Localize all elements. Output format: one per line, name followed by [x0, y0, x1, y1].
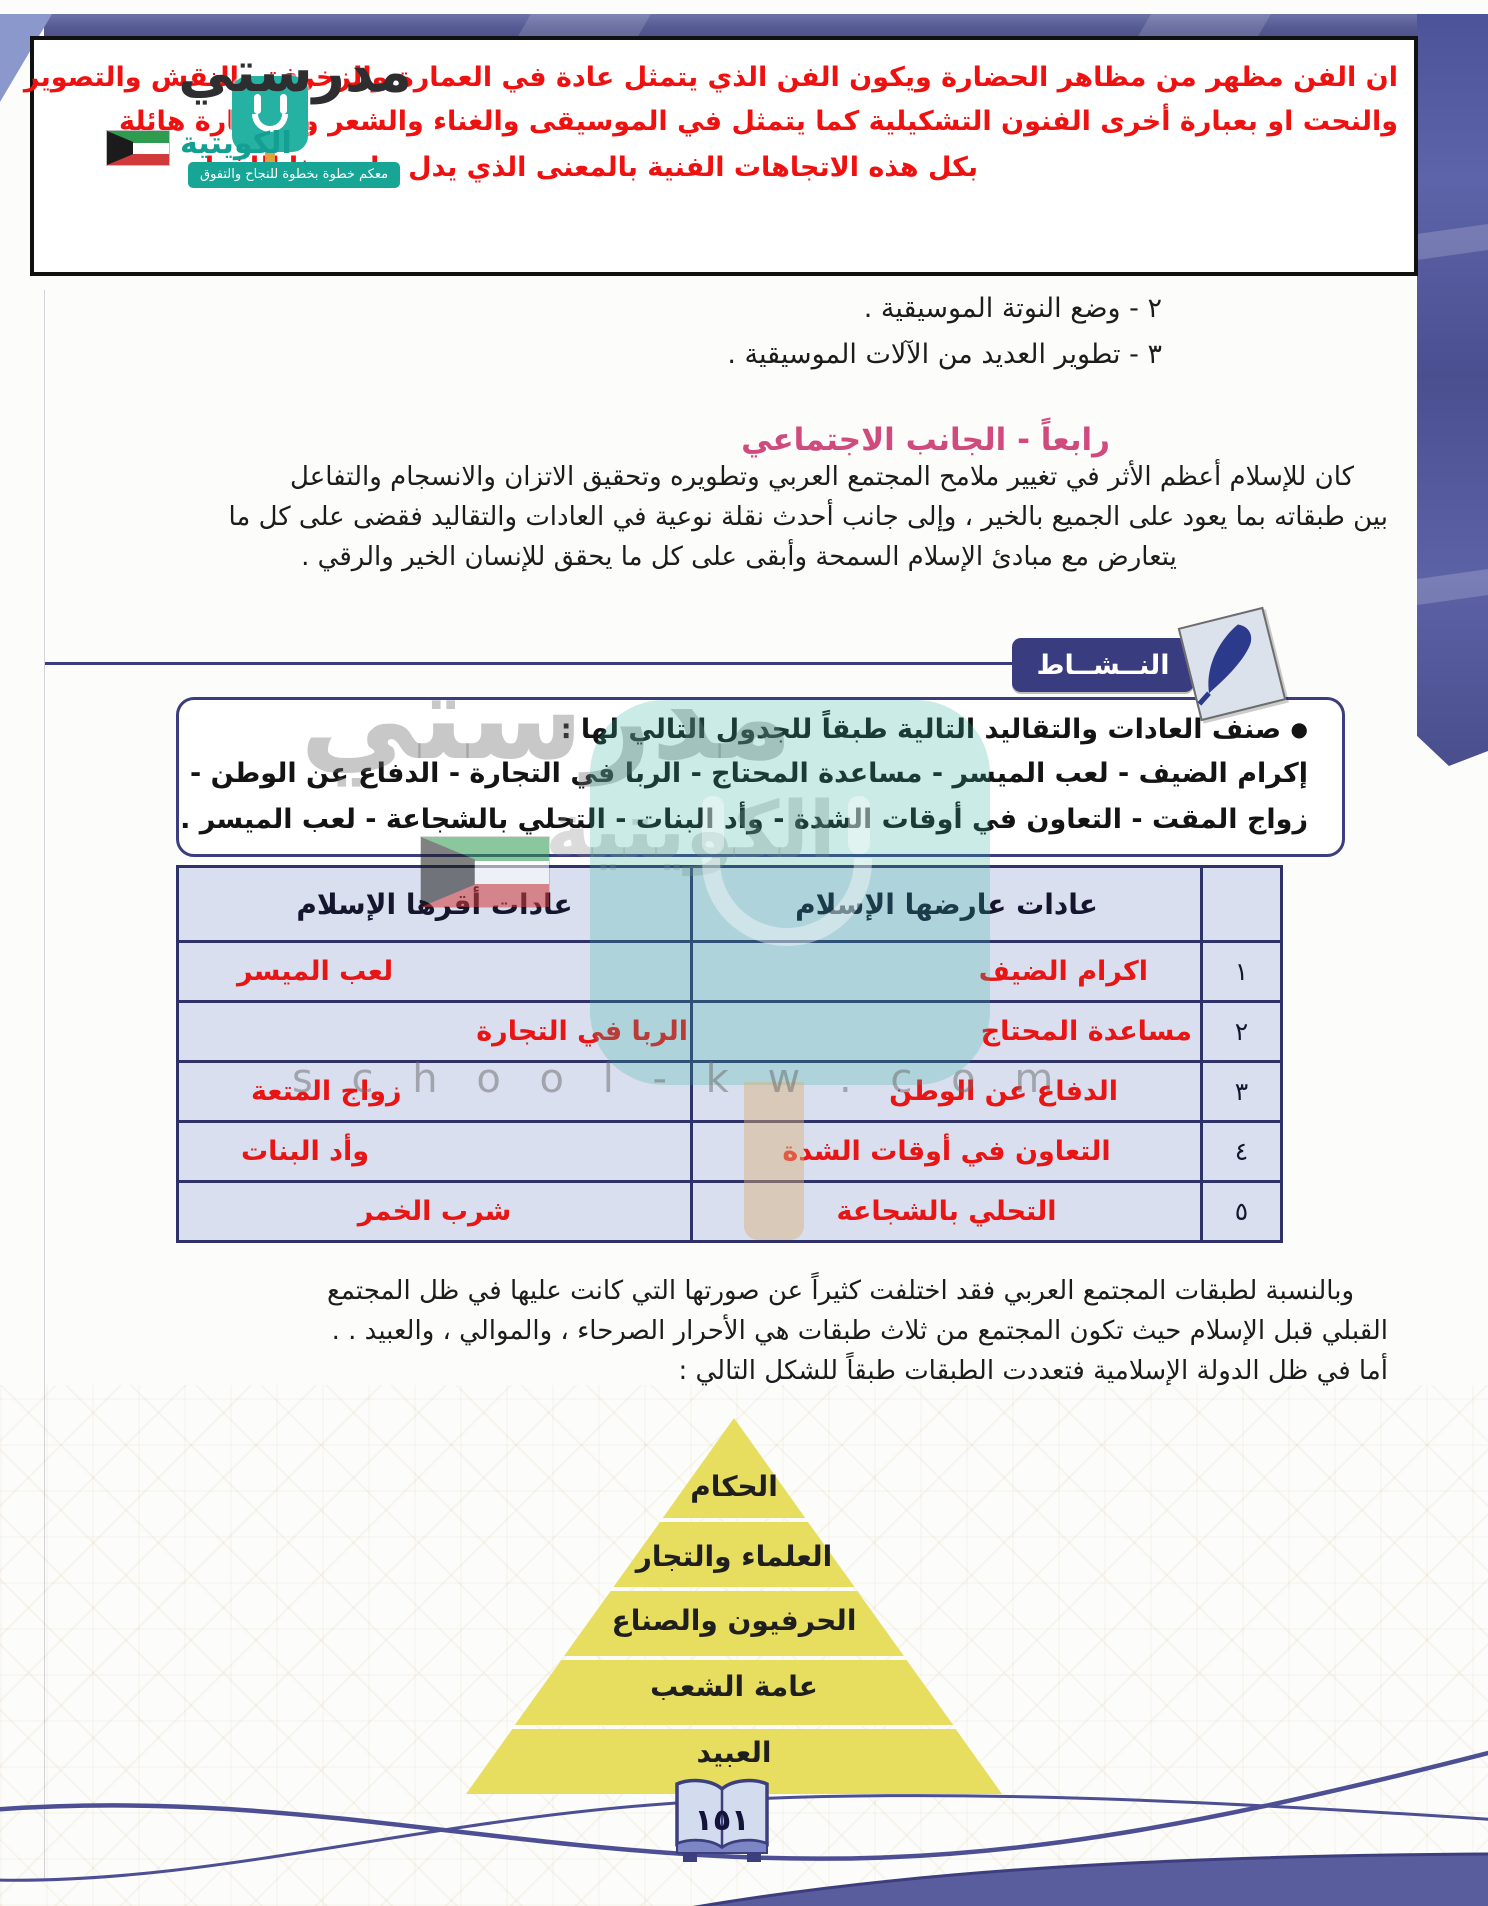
table-cell-approved: الربا في التجارة	[179, 1000, 690, 1060]
pyramid-label: العلماء والتجار	[635, 1540, 833, 1573]
table-header-approved: عادات أقرها الإسلام	[296, 887, 573, 921]
icon-eye	[280, 94, 287, 114]
table-row-number: ٥	[1200, 1180, 1280, 1240]
table-header-opposed: عادات عارضها الإسلام	[690, 868, 1200, 940]
brand-tagline: معكم خطوة بخطوة للنجاح والتفوق	[188, 162, 401, 188]
table-cell-approved: وأد البنات	[179, 1120, 690, 1180]
top-decorative-bar	[44, 14, 1488, 38]
table-row-number: ٤	[1200, 1120, 1280, 1180]
quill-pen-icon	[1177, 606, 1287, 728]
paragraph-line: القبلي قبل الإسلام حيث تكون المجتمع من ث…	[331, 1316, 1388, 1346]
activity-box: ● صنف العادات والتقاليد التالية طبقاً لل…	[176, 697, 1345, 857]
activity-prompt-text: صنف العادات والتقاليد التالية طبقاً للجد…	[560, 714, 1282, 745]
strip-highlight	[1417, 569, 1488, 605]
bar-highlight	[1137, 14, 1271, 38]
right-decorative-strip	[1417, 14, 1488, 766]
table-cell-approved: لعب الميسر	[179, 940, 690, 1000]
list-item: ٣ - تطوير العديد من الآلات الموسيقية .	[727, 339, 1162, 370]
table-row-number: ١	[1200, 940, 1280, 1000]
pyramid-label: العبيد	[696, 1736, 772, 1769]
flag-green-band	[107, 131, 169, 143]
table-row-number: ٢	[1200, 1000, 1280, 1060]
activity-rule-line	[45, 662, 1015, 665]
madrasati-logo: مدرستي الكويتية معكم خطوة بخطوة للنجاح و…	[92, 40, 432, 192]
list-item: ٢ - وضع النوتة الموسيقية .	[863, 293, 1162, 324]
activity-items-line: إكرام الضيف - لعب الميسر - مساعدة المحتا…	[189, 758, 1308, 789]
left-margin-rule	[44, 290, 45, 1880]
activity-prompt: ● صنف العادات والتقاليد التالية طبقاً لل…	[561, 714, 1308, 745]
paragraph-line: وبالنسبة لطبقات المجتمع العربي فقد اختلف…	[327, 1276, 1354, 1306]
icon-eye	[254, 94, 261, 114]
table-cell-opposed: التعاون في أوقات الشدة	[690, 1120, 1200, 1180]
backpack-smile-icon	[232, 76, 308, 170]
social-classes-pyramid: الحكام العلماء والتجار الحرفيون والصناع …	[466, 1418, 1002, 1796]
music-achievements-list: ٢ - وضع النوتة الموسيقية . ٣ - تطوير الع…	[727, 293, 1162, 385]
paragraph-line: يتعارض مع مبادئ الإسلام السمحة وأبقى على…	[301, 542, 1177, 572]
activity-badge: النــشــاط	[1012, 638, 1194, 692]
bottom-wave-band	[692, 1852, 1488, 1906]
note-line: والنحت او بعبارة أخرى الفنون التشكيلية ك…	[119, 106, 1398, 137]
table-cell-approved: زواج المتعة	[179, 1060, 690, 1120]
page-number: ١٥١	[695, 1803, 750, 1838]
paragraph-line: كان للإسلام أعظم الأثر في تغيير ملامح ال…	[290, 462, 1354, 492]
section-heading-social-aspect: رابعاً - الجانب الاجتماعي	[741, 422, 1110, 458]
pyramid-label: الحرفيون والصناع	[611, 1604, 857, 1637]
paragraph-line: أما في ظل الدولة الإسلامية فتعددت الطبقا…	[678, 1356, 1388, 1386]
footer-swoosh-curves	[0, 1750, 1488, 1882]
table-cell-approved: شرب الخمر	[179, 1180, 690, 1240]
table-cell-opposed: اكرام الضيف	[690, 940, 1200, 1000]
table-header-number	[1200, 868, 1280, 940]
bar-highlight	[517, 14, 651, 38]
bullet-icon: ●	[1290, 717, 1308, 741]
page-number-book-icon: ١٥١	[675, 1778, 769, 1862]
brand-name: مدرستي	[178, 40, 412, 105]
pyramid-label: الحكام	[690, 1470, 778, 1503]
customs-table: عادات عارضها الإسلام عادات أقرها الإسلام…	[176, 865, 1283, 1243]
table-cell-opposed: التحلي بالشجاعة	[690, 1180, 1200, 1240]
pyramid-layer-craftsmen	[564, 1591, 904, 1656]
pyramid-label: عامة الشعب	[650, 1670, 818, 1703]
pyramid-layer-common-people	[514, 1660, 954, 1725]
quill-shape	[1197, 624, 1252, 706]
strip-highlight	[1417, 224, 1488, 260]
pyramid-layer-scholars-merchants	[613, 1522, 855, 1587]
icon-smile	[252, 114, 288, 132]
kuwait-flag-icon	[106, 130, 170, 166]
table-cell-opposed: مساعدة المحتاج	[690, 1000, 1200, 1060]
flag-white-band	[107, 142, 169, 154]
table-cell-opposed: الدفاع عن الوطن	[690, 1060, 1200, 1120]
activity-items-line: زواج المقت - التعاون في أوقات الشدة - وأ…	[180, 804, 1308, 835]
pyramid-layer-rulers	[662, 1418, 806, 1518]
paragraph-line: بين طبقاته بما يعود على الجميع بالخير ، …	[228, 502, 1388, 532]
brand-subtitle: الكويتية	[180, 126, 292, 161]
flag-red-band	[107, 153, 169, 165]
social-paragraph: كان للإسلام أعظم الأثر في تغيير ملامح ال…	[90, 462, 1388, 582]
society-classes-paragraph: وبالنسبة لطبقات المجتمع العربي فقد اختلف…	[90, 1276, 1388, 1396]
table-row-number: ٣	[1200, 1060, 1280, 1120]
icon-stick	[265, 152, 275, 170]
